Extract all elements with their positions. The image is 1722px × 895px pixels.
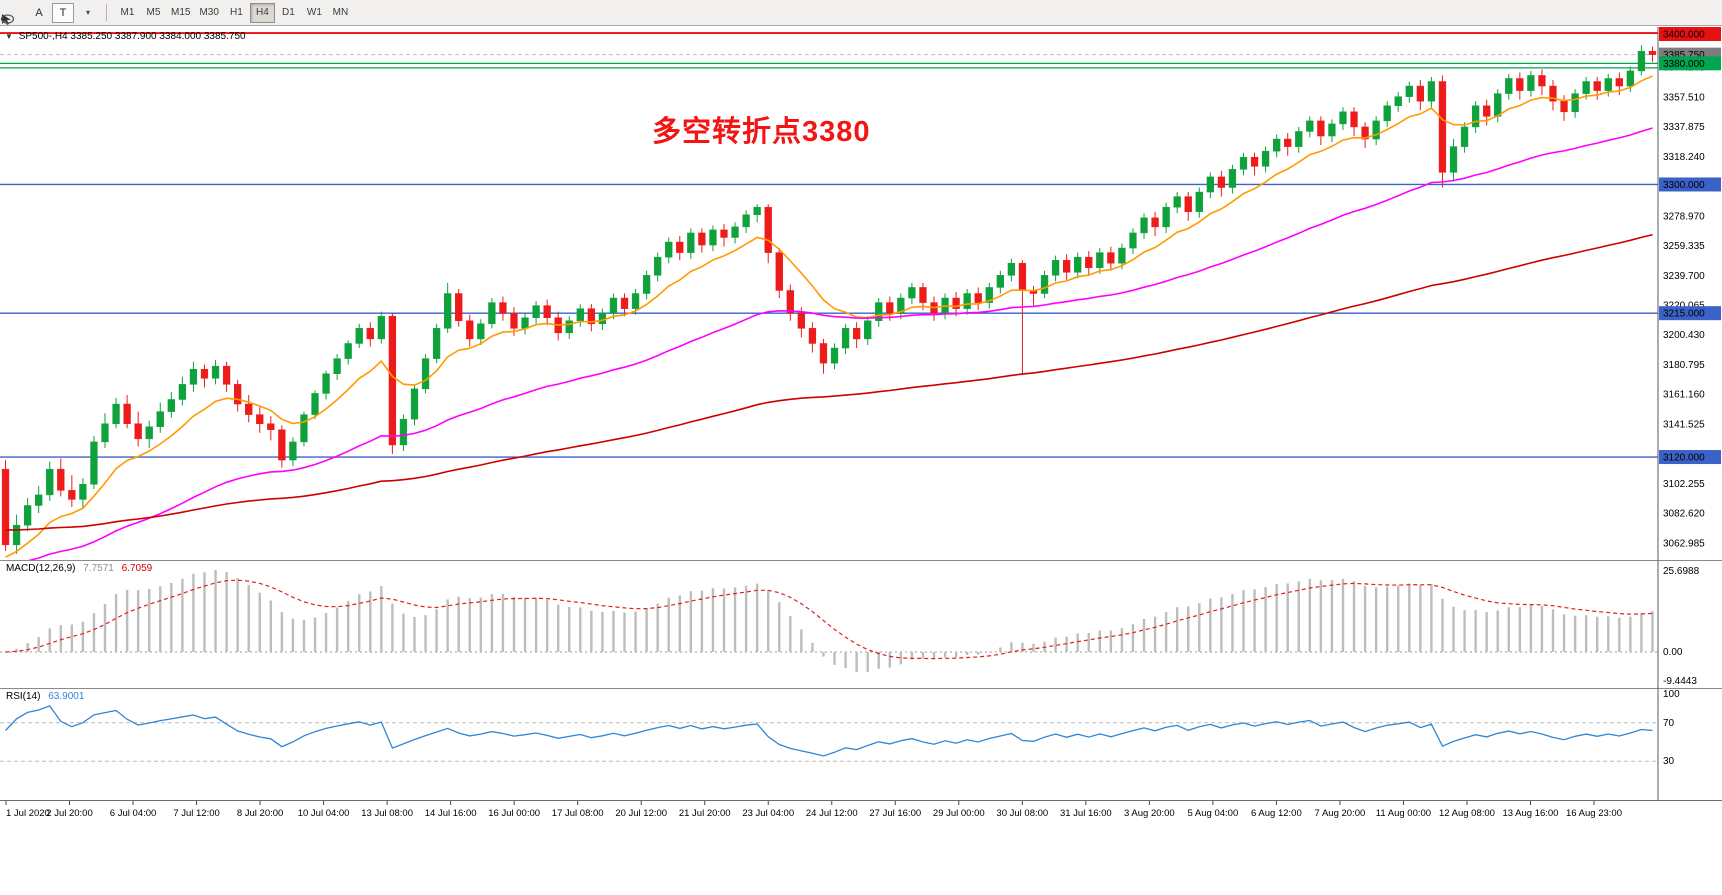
svg-text:3318.240: 3318.240: [1663, 152, 1705, 163]
svg-text:3215.000: 3215.000: [1663, 309, 1705, 320]
candlestick-series: [1, 45, 1657, 554]
text-box-tool-button[interactable]: T: [52, 2, 74, 23]
symbol-info-bar: ▼ SP500-,H4 3385.250 3387.900 3384.000 3…: [5, 31, 246, 42]
macd-panel[interactable]: 25.6988 0.00 -9.4443: [0, 560, 1722, 688]
svg-text:3161.160: 3161.160: [1663, 390, 1705, 401]
price-axis-ticks: 3396.7803377.1453357.5103337.8753318.240…: [1663, 33, 1705, 549]
svg-text:29 Jul 00:00: 29 Jul 00:00: [933, 808, 985, 819]
timeframe-group: M1 M5 M15 M30 H1 H4 D1 W1 MN: [115, 2, 353, 23]
dropdown-caret-icon: ▾: [85, 8, 90, 17]
main-chart[interactable]: 3396.7803377.1453357.5103337.8753318.240…: [0, 27, 1722, 560]
timeframe-button-m30[interactable]: M30: [195, 3, 222, 23]
macd-label: MACD(12,26,9) 7.7571 6.7059: [6, 563, 157, 574]
ma-medium-line: [27, 127, 1653, 560]
svg-text:13 Jul 08:00: 13 Jul 08:00: [361, 808, 413, 819]
svg-text:27 Jul 16:00: 27 Jul 16:00: [869, 808, 921, 819]
svg-text:24 Jul 12:00: 24 Jul 12:00: [806, 808, 858, 819]
svg-text:3385.750: 3385.750: [1663, 50, 1705, 61]
svg-text:-9.4443: -9.4443: [1663, 676, 1697, 687]
svg-text:14 Jul 16:00: 14 Jul 16:00: [425, 808, 477, 819]
svg-text:30: 30: [1663, 756, 1675, 767]
macd-axis-labels: 25.6988 0.00 -9.4443: [1663, 566, 1700, 687]
svg-text:3300.000: 3300.000: [1663, 180, 1705, 191]
svg-text:1 Jul 2020: 1 Jul 2020: [6, 808, 50, 819]
rsi-value: 63.9001: [48, 691, 85, 702]
svg-text:3380.000: 3380.000: [1663, 59, 1705, 70]
svg-text:3141.525: 3141.525: [1663, 419, 1705, 430]
text-label-tool-button[interactable]: A: [28, 3, 50, 23]
svg-text:2 Jul 20:00: 2 Jul 20:00: [46, 808, 92, 819]
svg-text:3120.000: 3120.000: [1663, 453, 1705, 464]
svg-text:3357.510: 3357.510: [1663, 92, 1705, 103]
svg-text:3259.335: 3259.335: [1663, 241, 1705, 252]
svg-text:30 Jul 08:00: 30 Jul 08:00: [996, 808, 1048, 819]
horizontal-lines: [0, 32, 1658, 458]
macd-histogram: [15, 570, 1654, 672]
svg-text:25.6988: 25.6988: [1663, 566, 1700, 577]
svg-text:3400.000: 3400.000: [1663, 30, 1705, 41]
svg-text:23 Jul 04:00: 23 Jul 04:00: [742, 808, 794, 819]
rsi-line: [5, 705, 1653, 757]
svg-text:31 Jul 16:00: 31 Jul 16:00: [1060, 808, 1112, 819]
timeframe-button-m15[interactable]: M15: [167, 3, 194, 23]
svg-text:3082.620: 3082.620: [1663, 509, 1705, 520]
svg-text:10 Jul 04:00: 10 Jul 04:00: [298, 808, 350, 819]
svg-text:21 Jul 20:00: 21 Jul 20:00: [679, 808, 731, 819]
svg-text:7 Jul 12:00: 7 Jul 12:00: [173, 808, 219, 819]
svg-text:0.00: 0.00: [1663, 647, 1683, 658]
svg-text:11 Aug 00:00: 11 Aug 00:00: [1376, 808, 1431, 819]
svg-text:13 Aug 16:00: 13 Aug 16:00: [1502, 808, 1558, 819]
svg-text:17 Jul 08:00: 17 Jul 08:00: [552, 808, 604, 819]
svg-text:3278.970: 3278.970: [1663, 211, 1705, 222]
chart-annotation: 多空转折点3380: [652, 116, 871, 148]
timeframe-button-m5[interactable]: M5: [141, 3, 166, 23]
svg-text:3062.985: 3062.985: [1663, 538, 1705, 549]
toolbar: A T ▾ M1 M5 M15 M30 H1 H4 D1 W1 MN: [0, 0, 1722, 26]
svg-text:100: 100: [1663, 689, 1680, 700]
rsi-label: RSI(14) 63.9001: [6, 691, 89, 702]
rsi-axis-labels: 100 70 30: [1663, 689, 1680, 767]
svg-text:3239.700: 3239.700: [1663, 271, 1705, 282]
chart-collapse-icon[interactable]: ▼: [5, 32, 13, 41]
toolbar-separator: [106, 4, 107, 21]
ma-slow-line: [5, 233, 1653, 531]
svg-text:70: 70: [1663, 718, 1675, 729]
svg-text:3180.795: 3180.795: [1663, 360, 1705, 371]
svg-text:16 Aug 23:00: 16 Aug 23:00: [1566, 808, 1622, 819]
timeframe-button-h1[interactable]: H1: [224, 3, 249, 23]
svg-text:7 Aug 20:00: 7 Aug 20:00: [1315, 808, 1366, 819]
ma-fast-line: [5, 75, 1653, 558]
timeframe-button-w1[interactable]: W1: [302, 3, 327, 23]
svg-text:16 Jul 00:00: 16 Jul 00:00: [488, 808, 540, 819]
symbol-ohlc-info: SP500-,H4 3385.250 3387.900 3384.000 338…: [18, 31, 246, 42]
macd-signal-line: [5, 579, 1653, 660]
rsi-panel[interactable]: 100 70 30: [0, 688, 1722, 800]
macd-name: MACD(12,26,9): [6, 563, 76, 574]
timeframe-button-m1[interactable]: M1: [115, 3, 140, 23]
svg-text:12 Aug 08:00: 12 Aug 08:00: [1439, 808, 1495, 819]
svg-text:3102.255: 3102.255: [1663, 479, 1705, 490]
svg-text:6 Aug 12:00: 6 Aug 12:00: [1251, 808, 1302, 819]
svg-text:8 Jul 20:00: 8 Jul 20:00: [237, 808, 283, 819]
svg-text:3200.430: 3200.430: [1663, 330, 1705, 341]
svg-text:6 Jul 04:00: 6 Jul 04:00: [110, 808, 156, 819]
shapes-tool-button[interactable]: ▾: [0, 3, 98, 24]
svg-text:3 Aug 20:00: 3 Aug 20:00: [1124, 808, 1175, 819]
timeframe-button-d1[interactable]: D1: [276, 3, 301, 23]
timeframe-button-mn[interactable]: MN: [328, 3, 353, 23]
macd-signal-value: 6.7059: [121, 563, 153, 574]
svg-text:20 Jul 12:00: 20 Jul 12:00: [615, 808, 667, 819]
svg-text:5 Aug 04:00: 5 Aug 04:00: [1188, 808, 1239, 819]
svg-text:3337.875: 3337.875: [1663, 122, 1705, 133]
macd-main-value: 7.7571: [83, 563, 114, 574]
timeframe-button-h4[interactable]: H4: [249, 2, 275, 23]
drawing-tool-button[interactable]: [2, 3, 26, 25]
svg-text:3220.065: 3220.065: [1663, 301, 1705, 312]
rsi-name: RSI(14): [6, 691, 41, 702]
